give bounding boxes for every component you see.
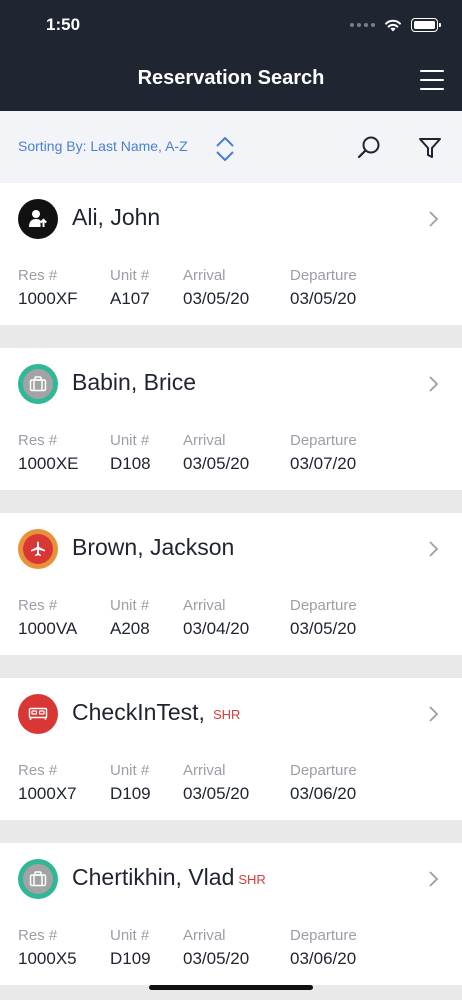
app-header: 1:50 Reservation Search: [0, 0, 462, 111]
shr-tag: SHR: [238, 872, 266, 887]
res-number: 1000XE: [18, 454, 79, 473]
departure-date: 03/06/20: [290, 949, 357, 968]
person-arrow-icon: [18, 199, 58, 239]
airplane-icon: [18, 529, 58, 569]
status-time: 1:50: [46, 15, 81, 34]
chevron-right-icon: [429, 541, 439, 557]
sort-toolbar: Sorting By: Last Name, A-Z: [0, 111, 462, 183]
departure-date: 03/07/20: [290, 454, 357, 473]
arrival-label: Arrival: [183, 432, 226, 449]
res-label: Res #: [18, 267, 58, 284]
reservation-card[interactable]: Ali, John Res # Unit # Arrival Departure…: [0, 183, 462, 325]
res-label: Res #: [18, 432, 58, 449]
sort-toggle-icon[interactable]: [214, 135, 236, 163]
battery-icon: [411, 18, 441, 32]
unit-number: D109: [110, 949, 151, 968]
res-label: Res #: [18, 927, 58, 944]
unit-label: Unit #: [110, 762, 150, 779]
arrival-date: 03/05/20: [183, 784, 250, 803]
guest-name: Ali, John: [72, 204, 161, 230]
filter-icon[interactable]: [417, 135, 443, 161]
shr-tag: SHR: [212, 707, 241, 722]
departure-label: Departure: [290, 267, 357, 284]
search-icon[interactable]: [356, 135, 382, 161]
chevron-right-icon: [429, 376, 439, 392]
arrival-date: 03/05/20: [183, 289, 250, 308]
departure-date: 03/06/20: [290, 784, 357, 803]
arrival-date: 03/05/20: [183, 949, 250, 968]
reservation-card[interactable]: Babin, Brice Res # Unit # Arrival Depart…: [0, 348, 462, 490]
home-indicator[interactable]: [149, 985, 313, 990]
bed-icon: [18, 694, 58, 734]
arrival-date: 03/04/20: [183, 619, 250, 638]
unit-label: Unit #: [110, 597, 150, 614]
chevron-right-icon: [429, 871, 439, 887]
reservation-card[interactable]: Chertikhin, Vlad SHR Res # Unit # Arrival…: [0, 843, 462, 985]
res-label: Res #: [18, 762, 58, 779]
guest-name: Chertikhin, Vlad SHR: [72, 864, 266, 890]
res-number: 1000X7: [18, 784, 77, 803]
arrival-label: Arrival: [183, 927, 226, 944]
unit-number: D109: [110, 784, 151, 803]
luggage-icon: [18, 364, 58, 404]
reservation-card[interactable]: Brown, Jackson Res # Unit # Arrival Depa…: [0, 513, 462, 655]
departure-date: 03/05/20: [290, 289, 357, 308]
guest-name: Babin, Brice: [72, 369, 197, 395]
unit-number: D108: [110, 454, 151, 473]
sort-label[interactable]: Sorting By: Last Name, A-Z: [18, 138, 188, 154]
luggage-icon: [18, 859, 58, 899]
hamburger-menu-button[interactable]: [420, 70, 444, 90]
page-title: Reservation Search: [137, 67, 325, 89]
res-number: 1000XF: [18, 289, 78, 308]
res-label: Res #: [18, 597, 58, 614]
departure-label: Departure: [290, 927, 357, 944]
departure-label: Departure: [290, 597, 357, 614]
arrival-label: Arrival: [183, 267, 226, 284]
departure-label: Departure: [290, 762, 357, 779]
chevron-right-icon: [429, 211, 439, 227]
res-number: 1000X5: [18, 949, 77, 968]
departure-date: 03/05/20: [290, 619, 357, 638]
unit-label: Unit #: [110, 927, 150, 944]
cellular-signal-icon: [350, 23, 375, 27]
wifi-icon: [385, 19, 401, 32]
unit-label: Unit #: [110, 432, 150, 449]
unit-label: Unit #: [110, 267, 150, 284]
departure-label: Departure: [290, 432, 357, 449]
guest-name: Brown, Jackson: [72, 534, 235, 560]
unit-number: A107: [110, 289, 150, 308]
unit-number: A208: [110, 619, 150, 638]
status-icons: [350, 14, 441, 36]
arrival-label: Arrival: [183, 597, 226, 614]
reservation-card[interactable]: CheckInTest, SHR Res # Unit # Arrival Dep…: [0, 678, 462, 820]
chevron-right-icon: [429, 706, 439, 722]
arrival-date: 03/05/20: [183, 454, 250, 473]
guest-name: CheckInTest, SHR: [72, 699, 241, 725]
res-number: 1000VA: [18, 619, 78, 638]
arrival-label: Arrival: [183, 762, 226, 779]
